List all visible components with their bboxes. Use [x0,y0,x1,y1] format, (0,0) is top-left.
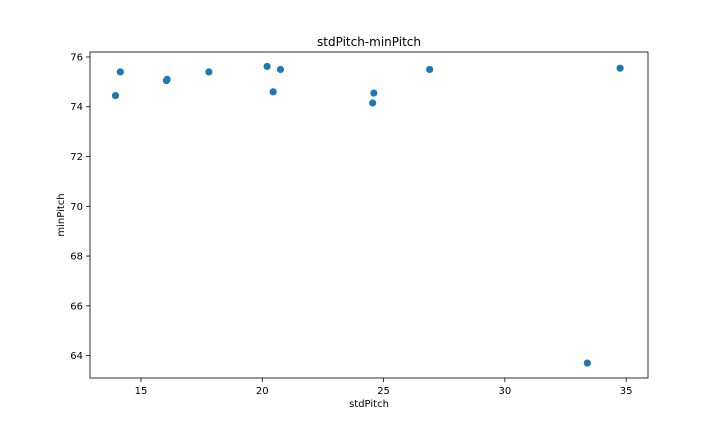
x-tick-label: 25 [377,386,390,397]
x-tick-label: 15 [135,386,148,397]
y-tick-label: 68 [70,252,83,263]
y-tick-label: 72 [70,152,83,163]
scatter-point [263,62,271,71]
y-tick-label: 66 [70,301,83,312]
scatter-point [369,99,377,107]
scatter-point [163,75,171,83]
y-tick-label: 64 [70,351,83,362]
scatter-point [269,88,277,96]
scatter-point [111,91,120,100]
x-tick-label: 20 [256,386,269,397]
y-tick-label: 74 [70,102,83,113]
plot-frame [89,51,649,379]
scatter-point [583,359,591,367]
plot-area [111,62,624,367]
scatter-point [205,68,213,76]
chart-title: stdPitch-minPitch [317,35,421,49]
x-tick-label: 30 [498,386,511,397]
x-axis: 15 20 25 30 35 [135,378,633,397]
scatter-point [370,89,378,97]
scatter-point [426,65,434,74]
y-axis-label: minPitch [56,193,67,236]
y-axis: 64 66 68 70 72 74 76 [70,52,90,362]
x-axis-label: stdPitch [349,399,389,410]
scatter-point [616,64,624,72]
x-tick-label: 35 [620,386,633,397]
y-tick-label: 70 [70,202,83,213]
scatter-point [116,68,124,76]
y-tick-label: 76 [70,52,83,63]
scatter-point [276,65,285,74]
